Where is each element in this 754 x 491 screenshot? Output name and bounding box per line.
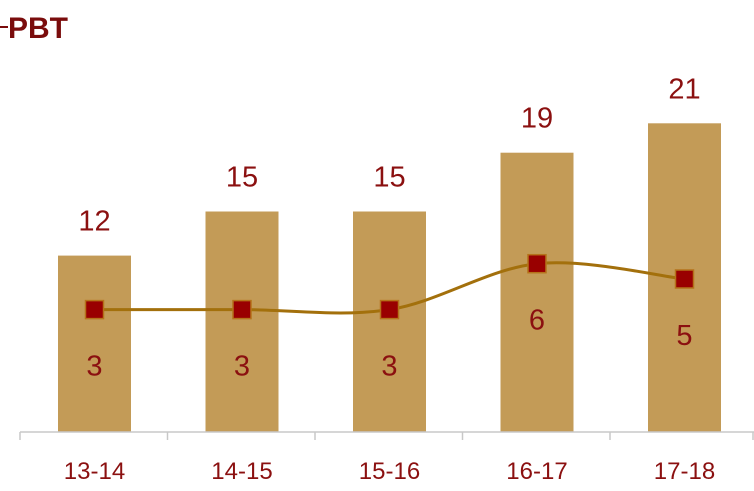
bar-value-labels: 12 15 15 19 21 bbox=[78, 73, 700, 237]
line-marker-13-14 bbox=[84, 299, 105, 320]
line-label-13-14: 3 bbox=[86, 351, 102, 383]
bar-label-17-18: 21 bbox=[668, 73, 700, 105]
line-marker-14-15 bbox=[232, 299, 252, 320]
line-label-16-17: 6 bbox=[529, 305, 545, 337]
bar-label-14-15: 15 bbox=[226, 162, 258, 194]
x-tick-label-14-15: 14-15 bbox=[211, 458, 272, 485]
line-label-15-16: 3 bbox=[381, 351, 397, 383]
line-marker-17-18 bbox=[674, 269, 695, 289]
bar-14-15 bbox=[205, 211, 279, 432]
line-label-14-15: 3 bbox=[234, 351, 250, 383]
line-label-17-18: 5 bbox=[676, 320, 692, 352]
x-axis bbox=[19, 431, 754, 440]
x-tick-label-16-17: 16-17 bbox=[506, 458, 567, 485]
bar-label-13-14: 12 bbox=[78, 206, 110, 238]
x-tick-label-17-18: 17-18 bbox=[654, 458, 715, 485]
bar-13-14 bbox=[58, 255, 131, 432]
bar-series bbox=[58, 123, 721, 433]
bar-16-17 bbox=[500, 152, 574, 432]
x-tick-label-13-14: 13-14 bbox=[64, 458, 125, 485]
bar-label-15-16: 15 bbox=[373, 162, 405, 194]
line-marker-16-17 bbox=[527, 253, 547, 274]
bar-label-16-17: 19 bbox=[521, 103, 553, 135]
line-series bbox=[84, 253, 695, 320]
line-marker-15-16 bbox=[379, 299, 400, 320]
x-axis-tick-labels: 13-14 14-15 15-16 16-17 17-18 bbox=[64, 458, 715, 485]
chart-title: PBT bbox=[8, 12, 68, 45]
line-value-labels: 3 3 3 6 5 bbox=[86, 305, 692, 383]
x-tick-label-15-16: 15-16 bbox=[359, 458, 420, 485]
bar-15-16 bbox=[353, 211, 426, 432]
